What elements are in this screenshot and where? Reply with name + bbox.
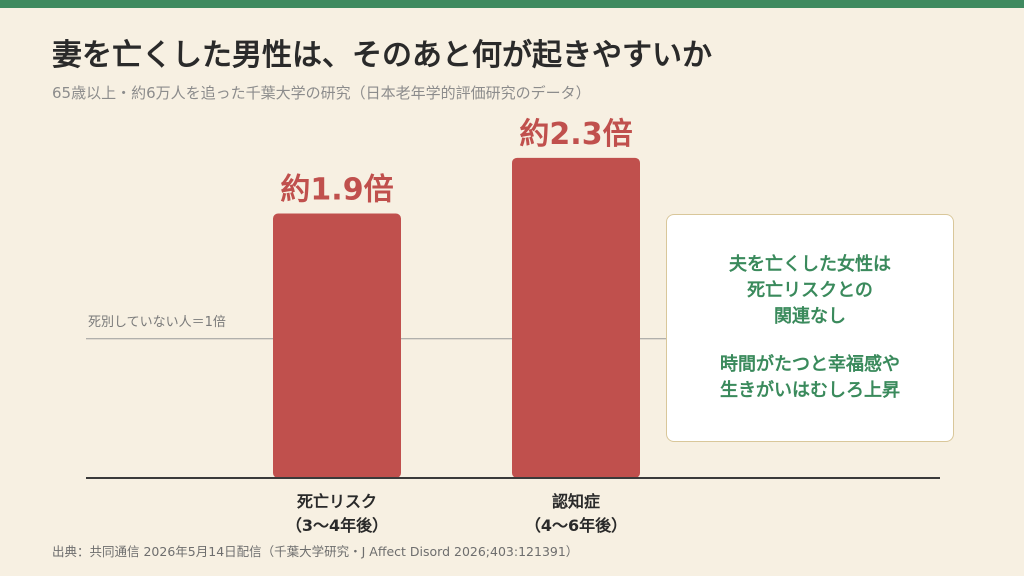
category-label: （4〜6年後） xyxy=(525,516,627,535)
baseline-label: 死別していない人＝1倍 xyxy=(88,315,226,330)
category-label: 認知症 xyxy=(552,492,600,511)
note-line: 生きがいはむしろ上昇 xyxy=(720,380,900,401)
category-label: 死亡リスク xyxy=(297,492,377,511)
source-note: 出典：共同通信 2026年5月14日配信（千葉大学研究・J Affect Dis… xyxy=(52,544,579,559)
note-line: 時間がたつと幸福感や xyxy=(720,354,900,375)
bar-value-label: 約1.9倍 xyxy=(280,173,393,208)
note-line: 関連なし xyxy=(774,306,846,327)
bar xyxy=(512,157,640,478)
bar xyxy=(273,213,401,478)
page-title: 妻を亡くした男性は、そのあと何が起きやすいか xyxy=(52,38,712,73)
category-label: （3〜4年後） xyxy=(286,516,388,535)
note-box: 夫を亡くした女性は 死亡リスクとの 関連なし 時間がたつと幸福感や 生きがいはむ… xyxy=(666,214,954,442)
note-line: 死亡リスクとの xyxy=(747,280,873,301)
top-accent-bar xyxy=(0,0,1024,8)
note-line: 夫を亡くした女性は xyxy=(729,254,891,275)
bar-value-label: 約2.3倍 xyxy=(519,117,632,152)
page-subtitle: 65歳以上・約6万人を追った千葉大学の研究（日本老年学的評価研究のデータ） xyxy=(52,84,591,102)
